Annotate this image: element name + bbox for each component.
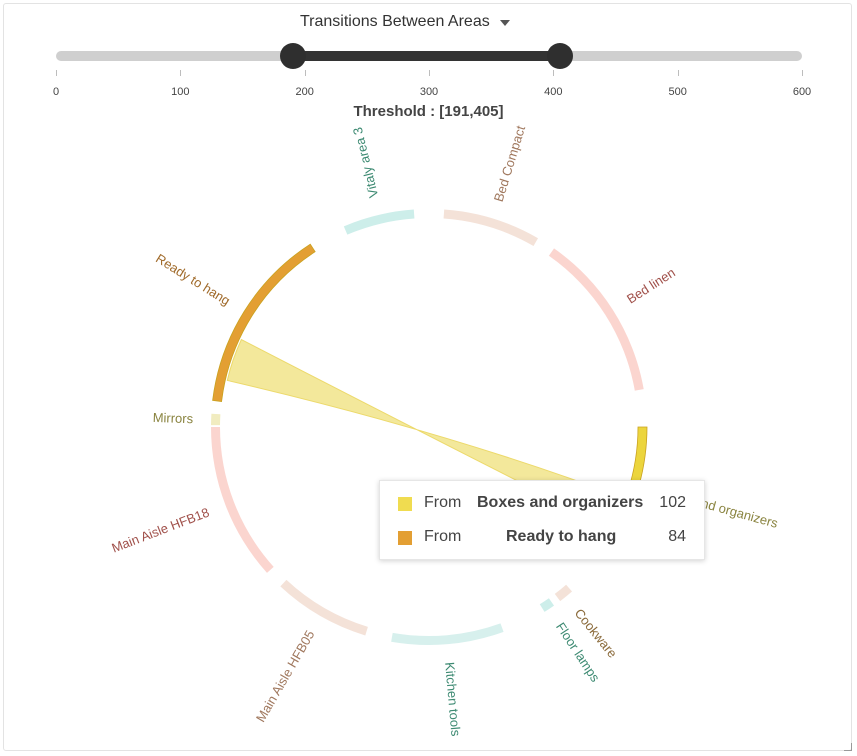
slider-tick <box>677 70 679 76</box>
chord-group-arc[interactable] <box>211 427 274 573</box>
tooltip-row: From Boxes and organizers 102 <box>380 493 704 515</box>
chord-group-label: Main Aisle HFB18 <box>110 505 212 556</box>
chord-group-label: Bed linen <box>624 265 678 307</box>
slider-tick-label: 300 <box>419 86 439 98</box>
resize-handle[interactable] <box>844 743 852 751</box>
chord-group-arc[interactable] <box>343 209 415 235</box>
tooltip-swatch <box>398 497 412 511</box>
slider-tick-label: 0 <box>52 86 60 98</box>
chord-group-label: Main Aisle HFB05 <box>253 628 318 725</box>
slider-tick <box>429 70 430 76</box>
slider-tick-label: 400 <box>544 86 563 98</box>
slider-tick <box>802 70 803 76</box>
dropdown-label: Transitions Between Areas <box>300 13 490 30</box>
slider-tick <box>304 70 306 76</box>
chord-group-arc[interactable] <box>548 248 644 391</box>
chord-group-label: Bed Compact <box>491 123 528 203</box>
chord-tooltip: From Boxes and organizers 102 From Ready… <box>379 480 705 560</box>
tooltip-row: From Ready to hang 84 <box>380 527 704 549</box>
chord-group-label: Vitaly area 3 <box>350 126 381 200</box>
slider-tick <box>56 70 57 76</box>
slider-tick <box>553 70 555 76</box>
chord-group-arc[interactable] <box>443 209 538 247</box>
slider-tick-label: 600 <box>792 86 812 98</box>
chord-group-label: Ready to hang <box>153 251 233 309</box>
range-slider-low-handle[interactable] <box>280 43 307 69</box>
tooltip-area-name: Ready to hang <box>506 528 617 545</box>
range-slider-selected <box>293 51 560 61</box>
chord-group-label: Kitchen tools <box>442 661 463 737</box>
tooltip-from-label: From <box>424 528 462 545</box>
slider-tick-label: 500 <box>668 86 687 98</box>
tooltip-area-name: Boxes and organizers <box>477 494 644 511</box>
chevron-down-icon <box>499 20 510 26</box>
chord-group-arc[interactable] <box>539 598 555 612</box>
slider-tick <box>180 70 182 76</box>
chord-group-arc[interactable] <box>391 623 504 645</box>
chord-group-arc[interactable] <box>280 579 368 636</box>
threshold-label: Threshold : [191,405] <box>353 103 504 120</box>
chord-group-label: Mirrors <box>152 410 193 426</box>
slider-tick-label: 100 <box>171 86 190 98</box>
view-dropdown[interactable]: Transitions Between Areas <box>300 8 510 36</box>
tooltip-from-label: From <box>424 494 462 511</box>
tooltip-value: 84 <box>668 528 686 545</box>
range-slider-high-handle[interactable] <box>546 43 573 69</box>
chord-group-arc[interactable] <box>212 243 316 402</box>
slider-tick-label: 200 <box>295 86 314 98</box>
chord-group-arc[interactable] <box>554 584 573 602</box>
chord-group-arc[interactable] <box>211 413 221 426</box>
tooltip-value: 102 <box>659 494 686 511</box>
chart-card <box>3 3 852 751</box>
tooltip-swatch <box>398 531 412 545</box>
